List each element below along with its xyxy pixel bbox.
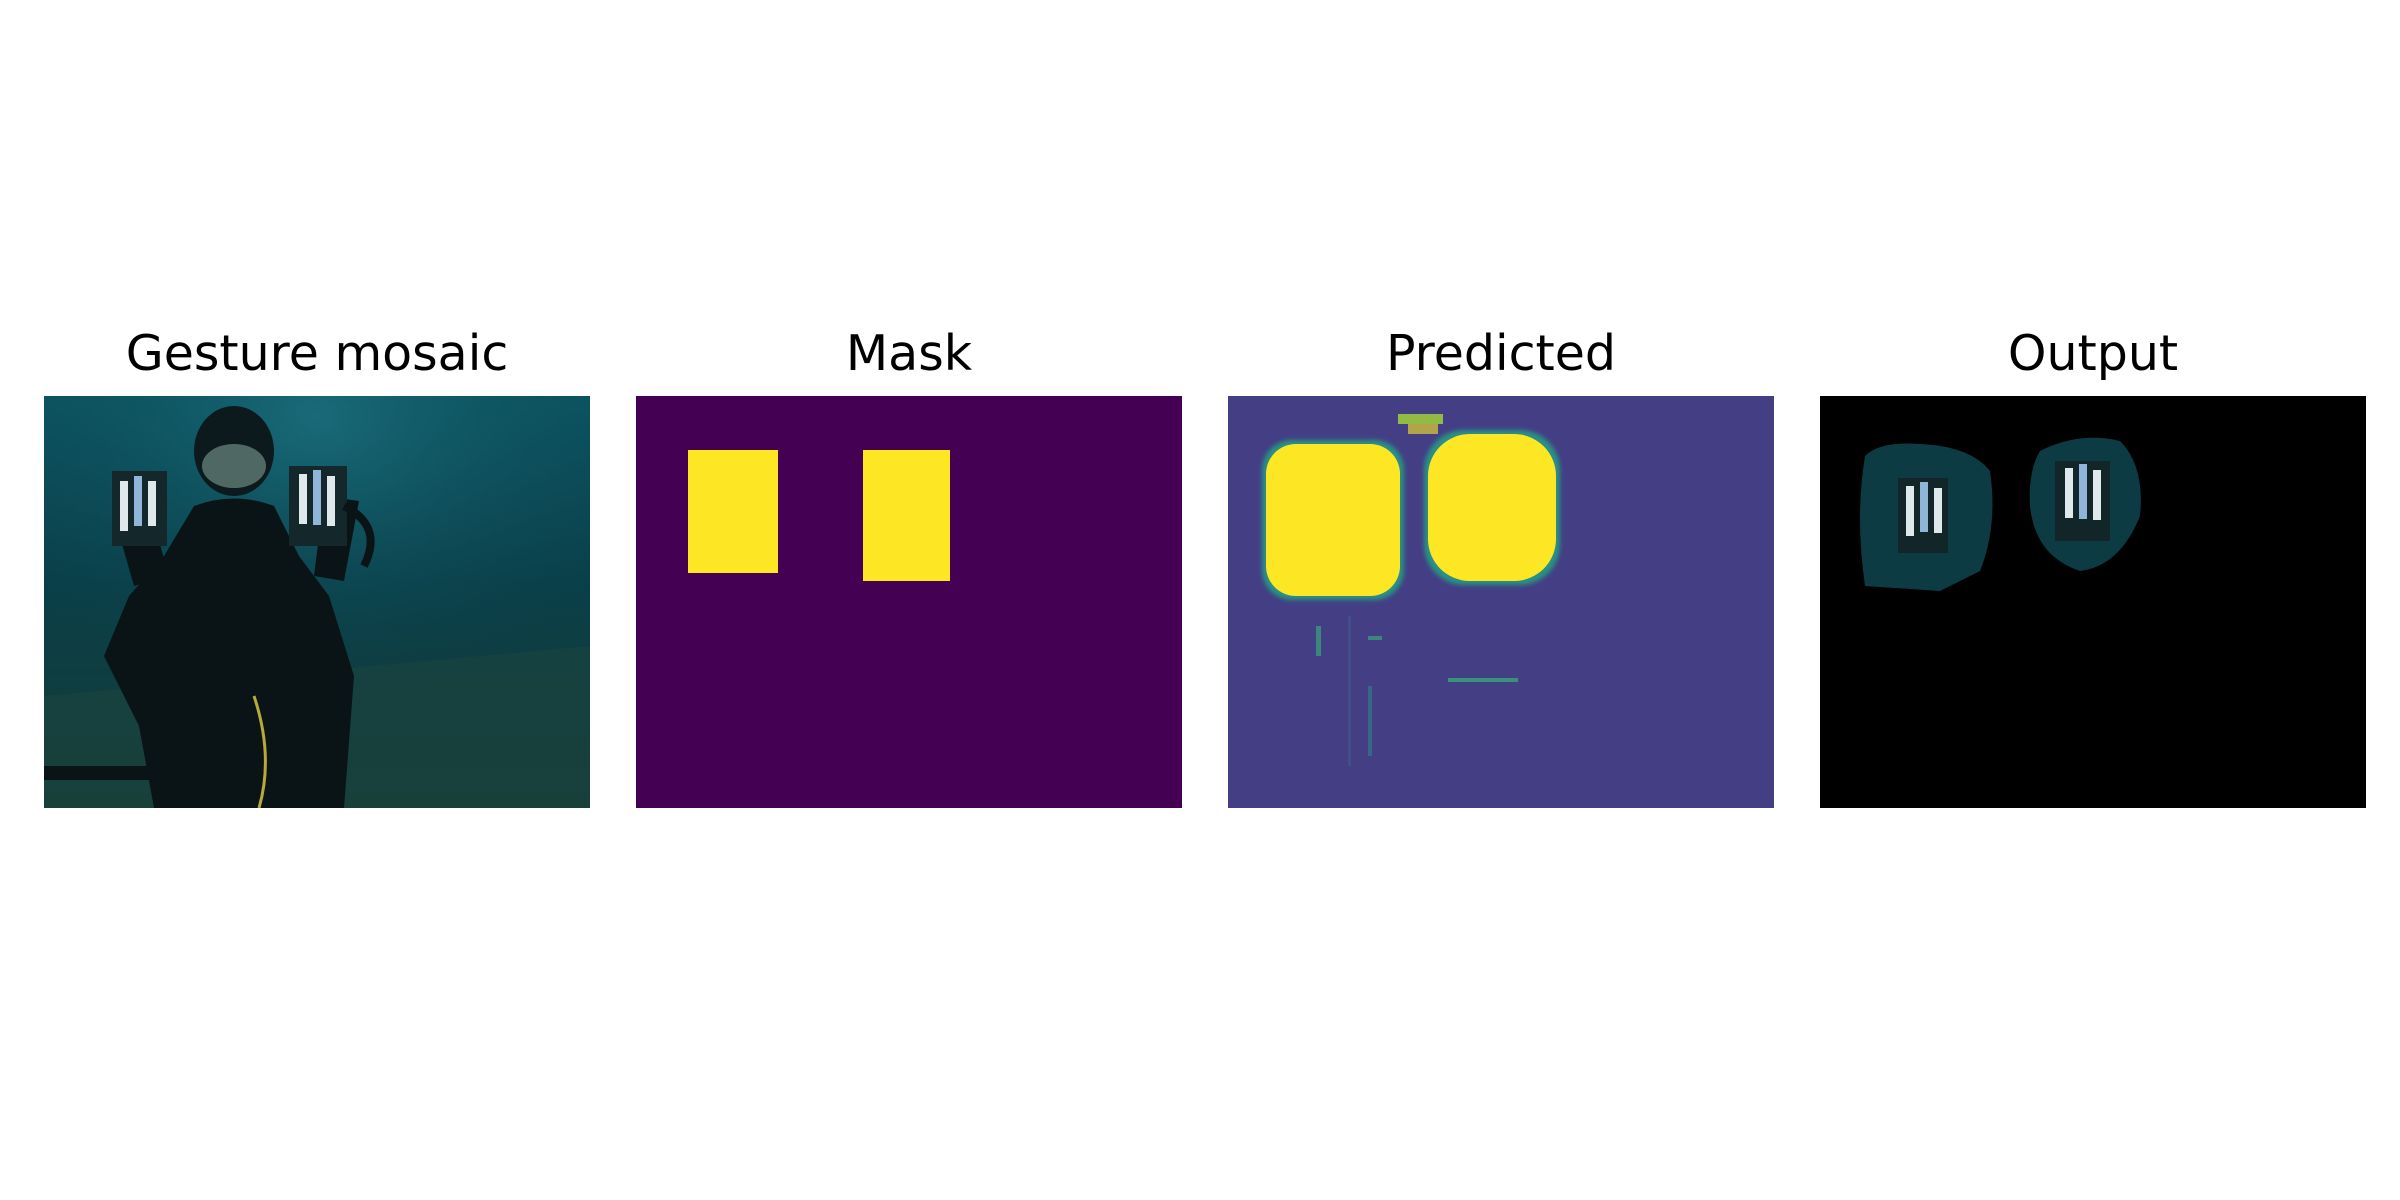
mask-image [636,396,1182,808]
gesture-mosaic-image [44,396,590,808]
predicted-image [1228,396,1774,808]
panel-title: Predicted [1385,325,1617,382]
panel-title: Mask [845,325,973,382]
output-image [1820,396,2366,808]
panel-title: Gesture mosaic [125,325,509,382]
panel-title: Output [2007,325,2179,382]
